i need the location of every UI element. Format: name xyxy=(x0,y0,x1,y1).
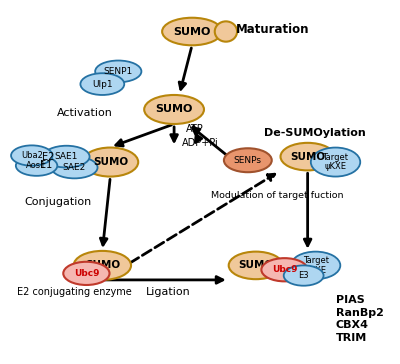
Ellipse shape xyxy=(74,251,131,280)
Text: ATP: ATP xyxy=(186,124,204,134)
Ellipse shape xyxy=(95,60,142,82)
Text: E3: E3 xyxy=(298,271,309,280)
Text: Maturation: Maturation xyxy=(236,23,309,36)
Text: Ligation: Ligation xyxy=(146,286,190,297)
Ellipse shape xyxy=(51,157,98,178)
Ellipse shape xyxy=(82,147,138,177)
Ellipse shape xyxy=(16,155,57,176)
Text: Uba2: Uba2 xyxy=(21,151,43,160)
Ellipse shape xyxy=(63,262,110,285)
Text: Conjugation: Conjugation xyxy=(25,197,92,207)
Ellipse shape xyxy=(162,18,222,45)
Ellipse shape xyxy=(261,258,308,281)
Ellipse shape xyxy=(215,21,237,41)
Ellipse shape xyxy=(284,265,324,286)
Text: SENP1: SENP1 xyxy=(104,67,133,76)
Text: TRIM: TRIM xyxy=(336,333,367,343)
Text: De-SUMOylation: De-SUMOylation xyxy=(264,128,366,138)
Text: SAE1: SAE1 xyxy=(55,152,78,161)
Text: SUMO: SUMO xyxy=(173,27,211,36)
Text: Ubc9: Ubc9 xyxy=(74,269,99,278)
Text: Target
ψKXE: Target ψKXE xyxy=(322,153,348,171)
Text: Activation: Activation xyxy=(56,108,112,118)
Ellipse shape xyxy=(311,147,360,177)
Text: PIAS: PIAS xyxy=(336,295,364,305)
Ellipse shape xyxy=(280,143,335,170)
Text: E2: E2 xyxy=(42,152,54,162)
Ellipse shape xyxy=(229,252,283,279)
Ellipse shape xyxy=(144,95,204,124)
Ellipse shape xyxy=(224,148,272,172)
Text: E1: E1 xyxy=(40,159,53,170)
Text: SUMO: SUMO xyxy=(290,152,325,162)
Text: E2 conjugating enzyme: E2 conjugating enzyme xyxy=(17,286,131,297)
Ellipse shape xyxy=(291,252,340,279)
Ellipse shape xyxy=(80,73,124,95)
Text: SUMO: SUMO xyxy=(93,157,128,167)
Text: SUMO: SUMO xyxy=(238,260,273,270)
Text: SENPs: SENPs xyxy=(234,156,262,165)
Text: RanBp2: RanBp2 xyxy=(336,308,384,317)
Text: ADP+Pi: ADP+Pi xyxy=(182,138,219,148)
Text: SAE2: SAE2 xyxy=(63,163,86,172)
Text: Target
ψKXE: Target ψKXE xyxy=(302,256,328,275)
Text: SUMO: SUMO xyxy=(85,260,120,270)
Text: Ubc9: Ubc9 xyxy=(272,265,297,274)
Text: SUMO: SUMO xyxy=(156,104,193,114)
Ellipse shape xyxy=(11,145,52,166)
Text: Ulp1: Ulp1 xyxy=(92,80,113,88)
Text: CBX4: CBX4 xyxy=(336,320,368,330)
Ellipse shape xyxy=(43,146,90,167)
Text: Modulation of target fuction: Modulation of target fuction xyxy=(211,191,344,200)
Text: Aos1: Aos1 xyxy=(26,161,47,170)
